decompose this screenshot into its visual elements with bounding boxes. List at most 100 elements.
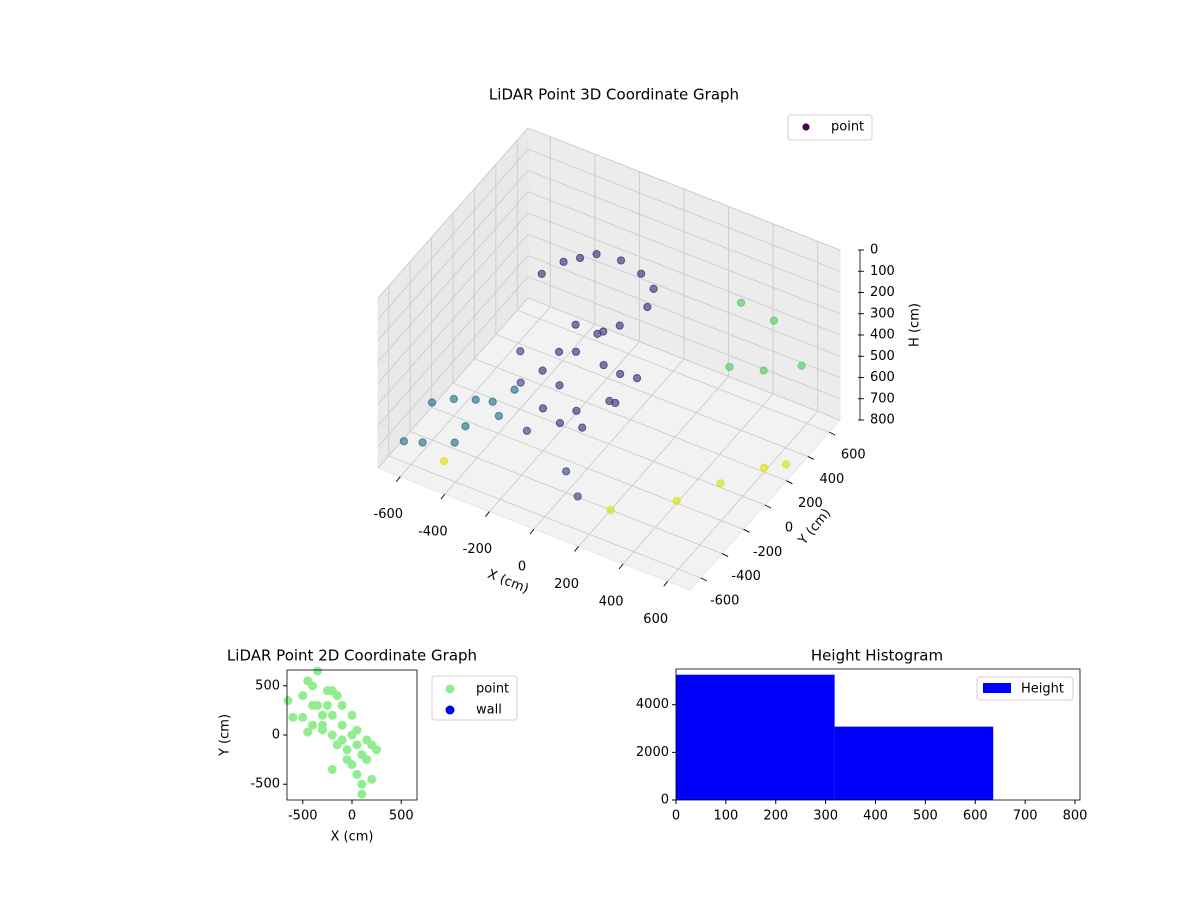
point	[637, 269, 646, 278]
y-tick-label: 400	[819, 472, 844, 487]
chart-title: LiDAR Point 3D Coordinate Graph	[489, 86, 739, 104]
point	[555, 419, 565, 428]
point	[575, 253, 585, 263]
x-tick-label: 0	[348, 809, 356, 824]
legend-marker	[445, 705, 455, 715]
point	[449, 394, 458, 404]
grid-line	[377, 233, 529, 405]
y-tick-label: 0	[785, 521, 793, 536]
tick-mark	[440, 493, 446, 500]
legend-box	[431, 675, 518, 721]
z-tick-label: 600	[870, 370, 895, 385]
point	[516, 347, 525, 356]
point	[352, 769, 362, 779]
point	[357, 789, 367, 799]
point	[288, 712, 298, 722]
point	[759, 366, 768, 375]
grid-line	[527, 148, 841, 272]
point	[494, 411, 503, 421]
point	[554, 347, 564, 356]
point	[308, 700, 318, 710]
x-tick-label: -600	[374, 507, 404, 522]
point	[357, 779, 367, 789]
legend-marker	[802, 123, 810, 131]
tick-mark	[786, 480, 793, 485]
legend-marker	[445, 684, 455, 694]
chart-title: LiDAR Point 2D Coordinate Graph	[227, 647, 477, 665]
y-tick-label: 2000	[636, 745, 669, 760]
bar	[676, 674, 835, 800]
point	[615, 321, 624, 330]
x-tick-label: 400	[863, 809, 888, 824]
point	[439, 457, 449, 466]
y-tick-label: -400	[731, 569, 761, 584]
x-tick-label: 400	[599, 594, 624, 609]
x-tick-label: 200	[554, 577, 579, 592]
x-tick-label: 200	[763, 809, 788, 824]
z-tick-label: 500	[870, 349, 895, 364]
point	[573, 492, 582, 501]
x-tick-label: -200	[463, 542, 493, 557]
z-tick-label: 300	[870, 306, 895, 321]
grid-line	[377, 255, 529, 426]
point	[317, 720, 327, 730]
point	[559, 257, 568, 266]
tick-mark	[395, 476, 401, 482]
y-tick-label: 4000	[636, 697, 669, 712]
z-tick-label: 100	[870, 264, 895, 279]
point	[716, 479, 725, 488]
grid-line	[431, 406, 744, 530]
point	[592, 250, 601, 259]
point	[342, 755, 352, 765]
point	[781, 460, 791, 469]
tick-mark	[529, 528, 535, 535]
grid-line	[377, 276, 529, 448]
grid-line	[377, 212, 529, 384]
grid-line	[527, 255, 841, 378]
legend-label: wall	[476, 703, 502, 718]
z-tick-label: 700	[870, 391, 895, 406]
point	[352, 740, 362, 750]
x-tick-label: 0	[518, 560, 526, 575]
point	[298, 712, 308, 722]
point	[571, 320, 580, 329]
z-tick-label: 0	[870, 243, 878, 258]
legend-marker	[983, 683, 1011, 693]
point	[362, 735, 372, 745]
legend-label: point	[476, 682, 509, 697]
point	[337, 700, 347, 710]
tick-mark	[764, 504, 772, 509]
point	[538, 366, 547, 375]
point	[332, 740, 342, 750]
z-axis-label: H (cm)	[908, 303, 923, 347]
point	[797, 361, 806, 370]
point	[488, 397, 497, 406]
point	[471, 395, 480, 404]
grid-line	[377, 170, 529, 341]
x-tick-label: 100	[713, 809, 738, 824]
point	[303, 727, 313, 737]
x-tick-label: 0	[672, 809, 680, 824]
point	[372, 745, 382, 755]
point	[347, 710, 357, 720]
tick-mark	[721, 553, 729, 557]
y-tick-label: -600	[710, 593, 740, 608]
grid-line	[527, 127, 841, 251]
bar	[834, 726, 994, 800]
y-tick-label: 0	[661, 793, 669, 808]
point	[313, 666, 323, 676]
point	[616, 256, 626, 265]
point	[362, 755, 372, 765]
point	[418, 438, 427, 447]
y-tick-label: 200	[798, 496, 823, 511]
point	[327, 764, 337, 774]
point	[538, 404, 548, 413]
point	[337, 720, 347, 730]
tick-mark	[485, 511, 490, 517]
x-tick-label: 500	[913, 809, 938, 824]
y-tick-label: 500	[255, 678, 280, 693]
point	[332, 691, 342, 701]
point	[643, 302, 652, 312]
y-tick-label: -200	[753, 545, 783, 560]
